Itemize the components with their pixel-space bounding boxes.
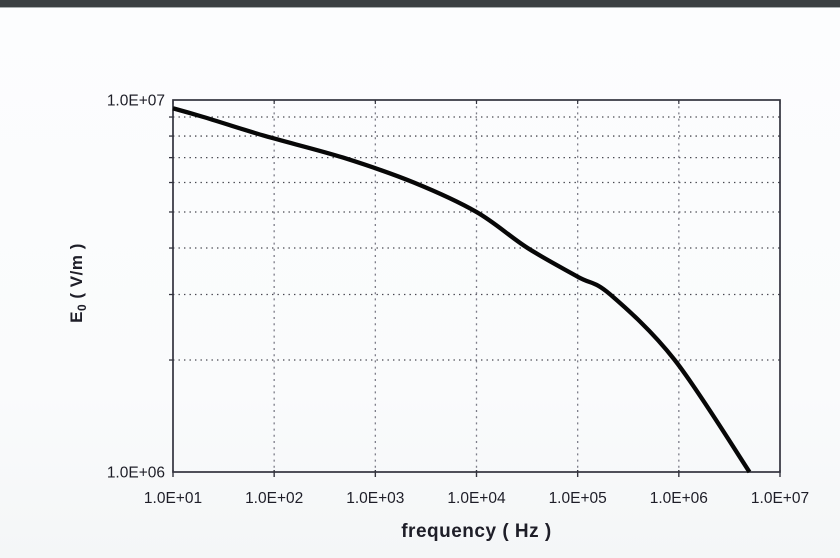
x-axis-tick-label: 1.0E+01	[144, 490, 202, 507]
x-axis-tick-label: 1.0E+06	[650, 490, 708, 507]
x-axis-title: frequency ( Hz )	[401, 521, 552, 542]
y-axis-title-base: E	[66, 311, 86, 323]
x-axis-tick-label: 1.0E+07	[751, 490, 809, 507]
window-top-bar	[0, 0, 840, 8]
data-curve	[172, 106, 752, 474]
y-axis-tick-label: 1.0E+07	[107, 93, 165, 110]
chart-area: 1.0E+01 1.0E+02 1.0E+03 1.0E+04 1.0E+05 1.0E+…	[0, 9, 840, 558]
x-axis-tick-label: 1.0E+03	[346, 490, 404, 507]
y-axis-title-rest: ( V/m )	[66, 243, 86, 304]
x-axis-tick-label: 1.0E+02	[245, 490, 303, 507]
x-axis-tick-label: 1.0E+05	[549, 490, 607, 507]
y-axis-tick-label: 1.0E+06	[107, 465, 165, 482]
x-axis-tick-label: 1.0E+04	[447, 490, 506, 507]
y-axis-title: E0 ( V/m )	[67, 243, 89, 323]
y-axis-title-sub: 0	[75, 303, 90, 312]
